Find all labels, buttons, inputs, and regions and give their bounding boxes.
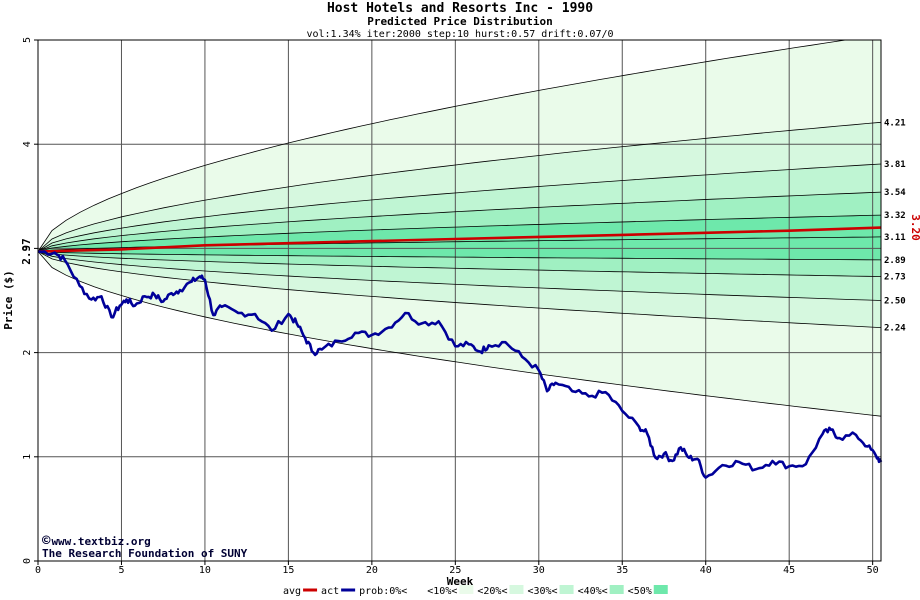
x-tick-label: 35 bbox=[616, 565, 628, 576]
y-tick-label: 2 bbox=[22, 350, 33, 356]
x-axis-label: Week bbox=[447, 575, 474, 588]
credit-website: ©www.textbiz.org bbox=[42, 533, 151, 549]
legend-item: <10%< bbox=[427, 585, 474, 597]
band-boundary-line bbox=[38, 251, 881, 328]
series-act-line bbox=[37, 250, 883, 479]
band-end-label: 3.11 bbox=[884, 233, 906, 243]
x-tick-label: 5 bbox=[118, 565, 124, 576]
y-tick-label: 1 bbox=[22, 454, 33, 460]
probability-band bbox=[38, 215, 881, 252]
y-tick-labels: 0 1 2 3 4 5 bbox=[22, 37, 38, 564]
legend-label: <30%< bbox=[527, 586, 557, 597]
legend: avg act prob:0%< <10%< <20%< <30%< <40%< <50% bbox=[283, 585, 668, 597]
band-boundaries bbox=[38, 40, 881, 417]
legend-label: <50% bbox=[628, 586, 652, 597]
band-end-label: 2.50 bbox=[884, 297, 906, 307]
copyright-icon: © bbox=[42, 533, 51, 549]
band-boundary-line bbox=[38, 40, 849, 252]
probability-band bbox=[38, 164, 881, 252]
credit-website-text: www.textbiz.org bbox=[51, 535, 150, 548]
y-tick-label: 4 bbox=[22, 141, 33, 147]
band-end-label: 2.73 bbox=[884, 273, 906, 283]
probability-band bbox=[38, 192, 881, 252]
chart-subtitle: Predicted Price Distribution bbox=[367, 15, 552, 28]
band-boundary-line bbox=[38, 251, 881, 301]
x-tick-label: 45 bbox=[783, 565, 795, 576]
x-tick-label: 50 bbox=[867, 565, 879, 576]
legend-item: <20%< bbox=[477, 585, 524, 597]
legend-label: avg bbox=[283, 586, 301, 597]
legend-swatch-box bbox=[653, 585, 668, 594]
credit-org: The Research Foundation of SUNY bbox=[42, 547, 248, 560]
band-end-label: 3.54 bbox=[884, 188, 906, 198]
probability-band bbox=[38, 251, 881, 301]
x-tick-label: 40 bbox=[700, 565, 712, 576]
band-end-label: 2.24 bbox=[884, 324, 906, 334]
y-tick-label: 5 bbox=[22, 37, 33, 43]
band-end-label: 4.21 bbox=[884, 118, 906, 128]
legend-item: act bbox=[321, 586, 356, 597]
series-avg-line bbox=[37, 226, 882, 253]
grid-lines bbox=[38, 40, 881, 561]
probability-bands bbox=[38, 40, 881, 417]
x-tick-label: 0 bbox=[35, 565, 41, 576]
series-lines bbox=[37, 226, 883, 479]
band-boundary-line bbox=[38, 251, 881, 277]
probability-band bbox=[38, 251, 881, 328]
x-tick-label: 20 bbox=[366, 565, 378, 576]
legend-item: <30%< bbox=[527, 585, 574, 597]
x-tick-labels: 0 5 10 15 20 25 30 35 40 45 50 bbox=[35, 561, 879, 576]
start-price-label: 2.97 bbox=[20, 238, 33, 265]
band-boundary-line bbox=[38, 214, 881, 252]
plot-frame bbox=[37, 39, 882, 562]
x-tick-label: 25 bbox=[449, 565, 461, 576]
legend-swatch-box bbox=[609, 585, 624, 594]
x-tick-label: 10 bbox=[199, 565, 211, 576]
legend-swatch-box bbox=[409, 585, 424, 594]
legend-label: <40%< bbox=[578, 586, 608, 597]
legend-swatch-box bbox=[459, 585, 474, 594]
band-boundary-line bbox=[38, 121, 881, 252]
band-end-labels: 2.24 2.50 2.73 2.89 3.11 3.32 3.54 3.81 4.21 bbox=[884, 118, 906, 333]
legend-item: <40%< bbox=[578, 585, 624, 597]
y-tick-label: 0 bbox=[22, 558, 33, 564]
simulation-params: vol:1.34% iter:2000 step:10 hurst:0.57 d… bbox=[306, 29, 613, 40]
legend-item: <50% bbox=[628, 585, 668, 597]
probability-band bbox=[38, 251, 881, 417]
legend-label: act bbox=[321, 586, 339, 597]
legend-label: <10%< bbox=[427, 586, 457, 597]
band-boundary-line bbox=[38, 163, 881, 252]
x-tick-label: 30 bbox=[533, 565, 545, 576]
chart-title: Host Hotels and Resorts Inc - 1990 bbox=[327, 1, 593, 16]
y-axis-label: Price ($) bbox=[2, 270, 15, 330]
band-end-label: 3.81 bbox=[884, 160, 906, 170]
band-end-label: 3.32 bbox=[884, 211, 906, 221]
legend-item: avg bbox=[283, 586, 318, 597]
probability-band bbox=[38, 251, 881, 277]
avg-end-label: 3.20 bbox=[909, 214, 920, 241]
legend-item: prob:0%< bbox=[359, 585, 424, 597]
band-boundary-line bbox=[38, 191, 881, 252]
legend-swatch-box bbox=[509, 585, 524, 594]
band-boundary-line bbox=[38, 251, 881, 261]
probability-band bbox=[38, 122, 881, 252]
probability-band bbox=[38, 40, 881, 252]
band-end-label: 2.89 bbox=[884, 256, 906, 266]
legend-label: prob:0%< bbox=[359, 586, 407, 597]
band-boundary-line bbox=[38, 251, 881, 417]
x-tick-label: 15 bbox=[282, 565, 294, 576]
legend-label: <20%< bbox=[477, 586, 507, 597]
legend-swatch-box bbox=[559, 585, 574, 594]
y-tick-label: 3 bbox=[22, 245, 33, 251]
